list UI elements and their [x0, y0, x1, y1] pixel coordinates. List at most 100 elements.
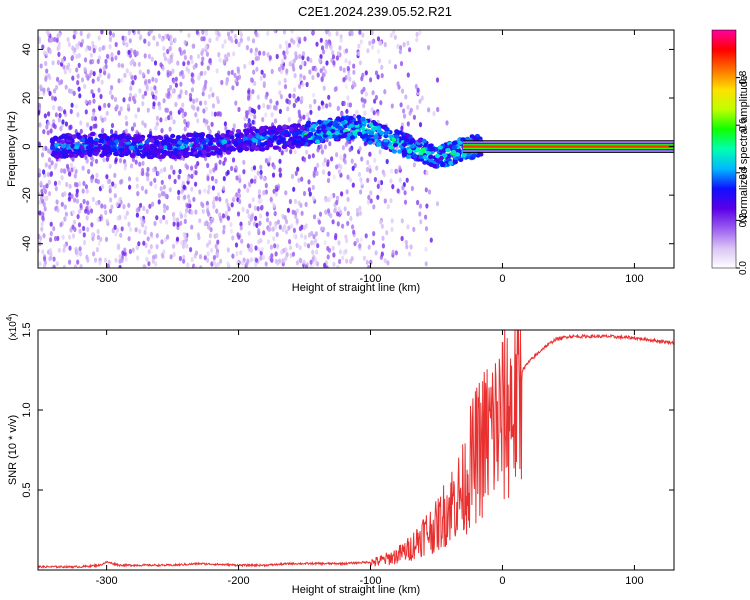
- spectrogram-cell: [430, 146, 436, 152]
- spectrogram-cell: [63, 243, 67, 249]
- spectrogram-cell: [101, 127, 105, 133]
- spectrogram-cell: [292, 39, 296, 45]
- spectrogram-cell: [176, 221, 180, 227]
- spectrogram-cell: [96, 217, 100, 223]
- spectrogram-cell: [259, 142, 266, 147]
- spectrogram-cell: [49, 251, 53, 258]
- spectrogram-cell: [322, 49, 326, 55]
- spectrogram-cell: [221, 144, 227, 150]
- spectrogram-cell: [171, 155, 177, 160]
- spectrogram-cell: [342, 67, 346, 73]
- spectrogram-cell: [141, 72, 145, 78]
- spectrogram-cell: [144, 148, 150, 153]
- spectrogram-cell: [75, 192, 79, 198]
- spectrogram-cell: [244, 146, 250, 152]
- spectrogram-cell: [358, 60, 362, 66]
- spectrogram-cell: [294, 98, 298, 104]
- spectrogram-cell: [61, 154, 68, 159]
- spectrogram-cell: [44, 60, 48, 67]
- spectrogram-cell: [104, 236, 109, 242]
- spectrogram-cell: [389, 32, 393, 38]
- spectrogram-cell: [264, 261, 268, 267]
- spectrogram-cell: [185, 132, 192, 138]
- spectrogram-cell: [66, 37, 70, 43]
- spectrogram-cell: [319, 68, 323, 74]
- spectrogram-cell: [405, 154, 411, 159]
- spectrogram-cell: [404, 94, 408, 100]
- spectrogram-cell: [369, 190, 373, 196]
- spectrogram-cell: [226, 31, 231, 37]
- spectrogram-cell: [47, 179, 51, 185]
- spectrogram-cell: [246, 110, 250, 116]
- spectrogram-cell: [222, 229, 226, 235]
- spectrogram-cell: [406, 224, 410, 230]
- spectrogram-cell: [89, 69, 93, 75]
- spectrogram-cell: [186, 122, 190, 128]
- spectrogram-cell: [283, 133, 289, 138]
- spectrogram-cell: [243, 63, 247, 70]
- spectrogram-cell: [141, 160, 145, 166]
- spectrogram-cell: [67, 149, 73, 154]
- spectrogram-cell: [322, 65, 326, 71]
- spectrogram-cell: [166, 143, 172, 148]
- spectrogram-cell: [154, 89, 158, 95]
- spectrogram-cell: [182, 232, 186, 238]
- spectrogram-cell: [97, 87, 101, 93]
- spectrogram-cell: [152, 254, 156, 260]
- spectrogram-cell: [169, 110, 173, 116]
- spectrogram-cell: [288, 61, 292, 67]
- spectrogram-cell: [323, 157, 327, 163]
- spectrogram-cell: [393, 34, 397, 40]
- spectrogram-cell: [71, 134, 78, 139]
- spectrogram-cell: [223, 157, 227, 163]
- spectrogram-cell: [339, 209, 343, 215]
- spectrogram-cell: [362, 255, 366, 261]
- spectrogram-cell: [290, 173, 295, 180]
- spectrogram-cell: [270, 253, 274, 259]
- spectrogram-cell: [320, 149, 324, 155]
- spectrogram-cell: [385, 158, 389, 165]
- spectrogram-cell: [230, 30, 234, 34]
- spectrogram-cell: [186, 176, 190, 182]
- spectrogram-cell: [223, 39, 227, 45]
- spectrogram-cell: [71, 209, 75, 215]
- spectrogram-cell: [360, 156, 364, 162]
- spectrogram-cell: [281, 65, 285, 71]
- spectrogram-cell: [361, 72, 365, 78]
- spectrogram-cell: [86, 226, 90, 232]
- spectrogram-cell: [181, 102, 185, 108]
- spectrogram-cell: [355, 109, 359, 115]
- spectrogram-cell: [128, 145, 134, 150]
- spectrogram-cell: [61, 144, 67, 149]
- spectrogram-cell: [203, 221, 207, 227]
- spectrogram-cell: [291, 139, 297, 144]
- spectrogram-cell: [358, 30, 362, 35]
- spectrogram-cell: [179, 240, 184, 246]
- spectrogram-cell: [194, 209, 198, 215]
- spectrogram-cell: [253, 114, 257, 120]
- spectrogram-cell: [130, 126, 135, 132]
- spectrogram-cell: [264, 145, 270, 151]
- spectrogram-cell: [412, 114, 416, 120]
- spectrogram-cell: [98, 260, 102, 266]
- spectrogram-cell: [386, 260, 390, 266]
- spectrogram-cell: [45, 30, 49, 35]
- spectrogram-cell: [421, 138, 427, 144]
- spectrogram-cell: [191, 79, 195, 85]
- spectrogram-cell: [105, 174, 109, 180]
- spectrogram-cell: [380, 73, 384, 79]
- spectrogram-cell: [105, 53, 110, 59]
- spectrogram-cell: [128, 184, 132, 190]
- spectrogram-cell: [314, 231, 318, 237]
- spectrogram-cell: [215, 232, 219, 239]
- spectrogram-cell: [285, 45, 289, 51]
- spectrogram-cell: [347, 71, 351, 77]
- spectrogram-cell: [211, 103, 216, 109]
- spectrogram-cell: [48, 75, 52, 81]
- spectrogram-cell: [192, 98, 196, 104]
- spectrogram-cell: [108, 163, 112, 169]
- spectrogram-cell: [91, 40, 95, 47]
- spectrogram-cell: [78, 93, 82, 99]
- spectrogram-cell: [284, 247, 288, 253]
- spectrogram-cell: [420, 95, 424, 101]
